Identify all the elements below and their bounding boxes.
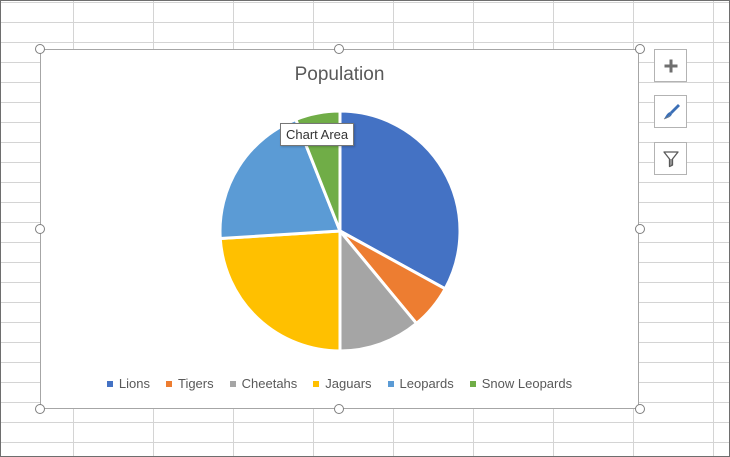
- legend-swatch: [469, 380, 476, 387]
- legend-label: Leopards: [399, 376, 454, 391]
- chart-area-tooltip: Chart Area: [280, 123, 355, 146]
- legend-label: Tigers: [177, 376, 214, 391]
- legend-swatch: [229, 380, 236, 387]
- resize-handle-top[interactable]: [334, 44, 344, 54]
- legend-label: Snow Leopards: [481, 376, 573, 391]
- resize-handle-right[interactable]: [635, 224, 645, 234]
- paintbrush-icon: [663, 103, 680, 119]
- legend-item-snow-leopards[interactable]: Snow Leopards: [469, 376, 573, 391]
- chart-styles-button[interactable]: [654, 95, 687, 128]
- legend-item-leopards[interactable]: Leopards: [387, 376, 454, 391]
- legend-swatch: [165, 380, 172, 387]
- resize-handle-bottom-left[interactable]: [35, 404, 45, 414]
- legend-label: Cheetahs: [241, 376, 298, 391]
- pie-slice-cheetahs[interactable]: [338, 229, 418, 353]
- funnel-icon: [662, 150, 679, 167]
- legend-item-cheetahs[interactable]: Cheetahs: [229, 376, 298, 391]
- chart-area[interactable]: Population Lions Tigers Cheetahs Jaguars Leo…: [40, 49, 639, 409]
- resize-handle-top-left[interactable]: [35, 44, 45, 54]
- pie-slice-jaguars[interactable]: [218, 229, 342, 353]
- legend-item-tigers[interactable]: Tigers: [165, 376, 214, 391]
- chart-filters-button[interactable]: [654, 142, 687, 175]
- pie-chart[interactable]: [41, 50, 640, 410]
- chart-elements-button[interactable]: [654, 49, 687, 82]
- resize-handle-left[interactable]: [35, 224, 45, 234]
- resize-handle-bottom[interactable]: [334, 404, 344, 414]
- legend-swatch: [387, 380, 394, 387]
- resize-handle-bottom-right[interactable]: [635, 404, 645, 414]
- legend-label: Jaguars: [325, 376, 372, 391]
- plus-icon: [664, 59, 677, 72]
- legend-swatch: [106, 380, 113, 387]
- legend-swatch: [313, 380, 320, 387]
- pie-slice-lions[interactable]: [338, 109, 462, 291]
- legend-item-jaguars[interactable]: Jaguars: [313, 376, 372, 391]
- legend-label: Lions: [118, 376, 150, 391]
- chart-title[interactable]: Population: [294, 64, 385, 85]
- legend-item-lions[interactable]: Lions: [106, 376, 150, 391]
- chart-legend[interactable]: Lions Tigers Cheetahs Jaguars Leopards Snow L…: [41, 376, 638, 391]
- resize-handle-top-right[interactable]: [635, 44, 645, 54]
